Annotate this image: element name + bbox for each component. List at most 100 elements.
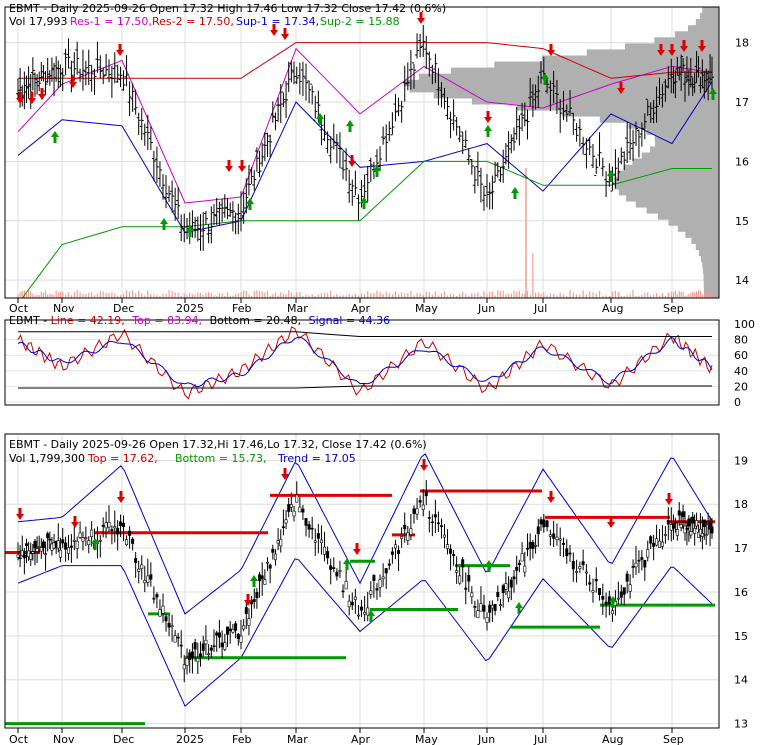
bands-candle [512,576,516,580]
volume-bar [489,291,491,298]
bands-candle [485,617,489,623]
bands-candle [81,537,85,542]
volume-bar [111,292,113,298]
bands-candle [122,522,126,527]
volume-bar [623,295,625,298]
bands-candle [509,579,513,588]
bands-candle [488,604,492,613]
bands-candle [375,588,379,591]
price-bars [16,25,714,251]
bands-candle [215,632,219,636]
volume-bar [114,293,116,298]
bands-candle [287,504,291,512]
volume-profile-bar [516,104,719,111]
volume-bar [205,292,207,298]
bands-candle [64,542,68,550]
volume-bar [70,295,72,298]
volume-bar [614,290,617,298]
volume-profile-bar [632,158,719,166]
volume-bar [280,292,282,298]
volume-bar [32,293,34,298]
bands-candle [598,587,602,595]
bands-candle [149,574,153,580]
down-arrow [617,82,625,94]
bands-candle [188,652,192,660]
x-tick-label: May [415,733,438,745]
bands-candle [655,538,659,546]
volume-bar [647,292,649,298]
volume-bar [141,293,143,298]
volume-profile-bar [561,110,719,117]
volume-bar [240,291,242,298]
bands-candle [604,601,608,605]
bands-panel: 19 18 17 16 15 14 13 EBMT - Daily 2025-09-26 O… [4,433,748,731]
stochastic-top [18,331,712,337]
bands-candle [101,524,105,527]
x-tick-label: Aug [602,733,623,745]
down-arrow [28,92,36,104]
volume-bar [483,291,485,298]
volume-bar [226,292,229,298]
volume-bar [456,295,458,298]
bands-candle [675,529,679,536]
bands-candle [542,519,546,528]
down-arrow [420,459,428,471]
bands-candle [534,544,538,547]
volume-bar [661,293,664,298]
bands-candle [646,549,650,558]
bands-candle [525,547,529,550]
volume-bar [388,293,390,298]
stochastic-y-tick-label: 80 [734,334,748,347]
line-res-2 [18,42,712,79]
stochastic-grid [5,323,719,403]
volume-profile-bar [618,188,719,196]
stochastic-lines [17,326,713,400]
volume-profile-bar [703,273,719,281]
volume-profile-bar [626,194,719,202]
bands-candle [273,553,277,561]
bands-candle [710,526,714,534]
bands-candle [578,566,582,569]
bands-candle [356,614,360,617]
bands-candle [575,571,579,573]
volume-bar [311,294,313,298]
down-arrow [680,40,688,52]
volume-bar [709,291,711,298]
volume-bar [440,293,443,298]
volume-bar [682,291,684,298]
bands-candle [319,539,323,544]
volume-profile-bar [700,255,719,263]
bands-candle [673,521,677,524]
volume-profile-bar [691,237,719,244]
volume-profile-bar [702,261,719,269]
volume-profile-bar [471,97,719,105]
bands-candle [146,575,150,583]
bands-candle [161,605,165,614]
down-arrow [547,44,555,56]
volume-bar [428,291,430,298]
up-arrow [485,560,493,572]
volume-bar [162,293,164,298]
volume-bar [572,292,574,298]
down-arrow [607,516,615,528]
x-tick-label: Sep [663,733,684,745]
volume-bar [245,290,247,298]
stoch-bottom-label: Bottom = 20.48, [210,314,302,327]
volume-bar [401,292,403,298]
volume-bar [364,294,366,298]
down-arrow [281,468,289,480]
bands-candle [702,519,706,527]
bands-candle [400,536,404,539]
bands-candle [449,548,453,554]
volume-bar [676,294,678,298]
volume-bar [96,293,99,298]
bands-candle [691,516,695,524]
volume-bar [266,290,269,298]
volume-bar [293,295,295,298]
volume-bar [385,291,387,298]
bands-candle [412,508,416,515]
volume-bar [678,290,680,298]
res1-label: Res-1 = 17.50, [70,15,152,28]
volume-bar [644,292,646,298]
volume-profile-bar [698,249,719,257]
